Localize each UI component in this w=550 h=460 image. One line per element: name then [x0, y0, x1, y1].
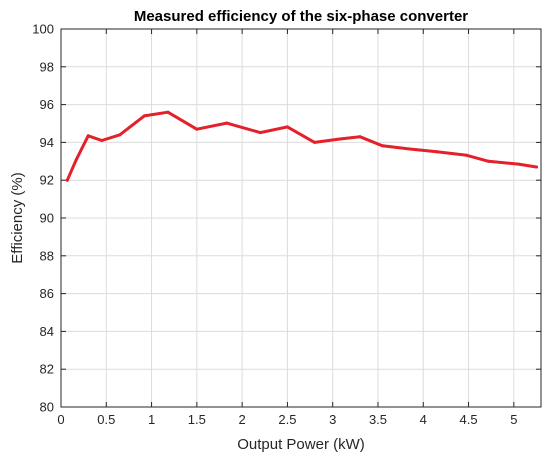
data-point	[408, 147, 412, 151]
data-point	[86, 134, 90, 138]
y-tick-label: 98	[40, 59, 54, 74]
y-tick-label: 86	[40, 286, 54, 301]
x-tick-label: 1	[148, 412, 155, 427]
y-tick-label: 90	[40, 211, 54, 226]
x-tick-label: 2	[239, 412, 246, 427]
data-point	[195, 127, 199, 131]
data-point	[487, 159, 490, 163]
x-tick-label: 2.5	[278, 412, 296, 427]
data-point	[358, 135, 362, 139]
series-layer	[65, 110, 538, 182]
y-tick-label: 82	[40, 362, 54, 377]
y-tick-label: 88	[40, 248, 54, 263]
data-point	[285, 125, 289, 129]
data-point	[516, 162, 520, 166]
data-point	[65, 178, 69, 182]
data-point	[435, 150, 439, 154]
data-point	[225, 121, 229, 125]
data-point	[313, 140, 317, 144]
data-point	[142, 114, 146, 118]
data-point	[166, 110, 170, 114]
y-tick-label: 84	[40, 324, 54, 339]
y-axis-label: Efficiency (%)	[9, 172, 26, 263]
x-tick-label: 0	[57, 412, 64, 427]
data-point	[100, 139, 104, 142]
x-tick-label: 4	[420, 412, 427, 427]
y-tick-label: 94	[40, 135, 54, 150]
y-tick-label: 100	[32, 22, 54, 37]
data-point	[535, 165, 538, 169]
data-point	[74, 157, 78, 161]
data-point	[118, 133, 122, 137]
x-tick-label: 3.5	[369, 412, 387, 427]
x-tick-label: 4.5	[460, 412, 478, 427]
data-point	[465, 153, 469, 157]
y-tick-label: 96	[40, 97, 54, 112]
x-axis-label: Output Power (kW)	[237, 436, 365, 453]
data-point	[338, 137, 342, 141]
x-axis: 0 0.5 1 1.5 2 2.5 3 3.5 4 4.5 5	[57, 29, 517, 427]
x-tick-label: 3	[329, 412, 336, 427]
x-tick-label: 1.5	[188, 412, 206, 427]
data-point	[381, 144, 384, 148]
chart-title: Measured efficiency of the six-phase con…	[134, 8, 468, 25]
y-axis: 80 82 84 86 88 90 92 94 96 98 100	[32, 22, 541, 415]
y-tick-label: 80	[40, 400, 54, 415]
x-tick-label: 0.5	[97, 412, 115, 427]
x-tick-label: 5	[510, 412, 517, 427]
y-tick-label: 92	[40, 173, 54, 188]
data-point	[258, 131, 262, 135]
